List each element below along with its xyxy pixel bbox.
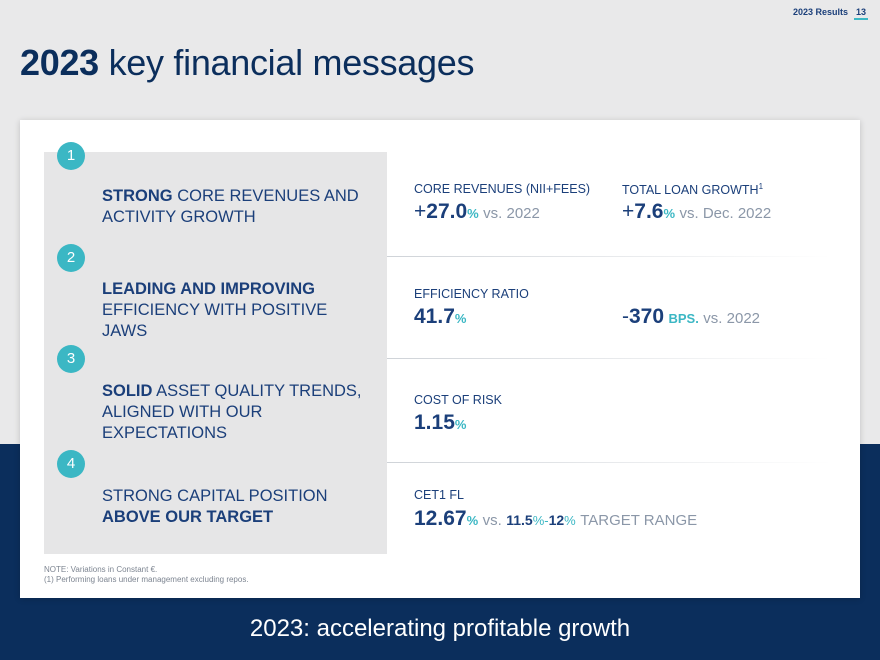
message-4-text: STRONG CAPITAL POSITION (102, 487, 328, 505)
efficiency-change-unit: BPS. (668, 311, 699, 326)
loan-growth-footnote: 1 (758, 182, 764, 191)
message-3: SOLID ASSET QUALITY TRENDS, ALIGNED WITH… (102, 381, 372, 444)
core-revenues-sign: + (414, 200, 427, 223)
core-revenues-unit: % (467, 206, 479, 221)
title-rest: key financial messages (108, 42, 475, 83)
footnote-1: (1) Performing loans under management ex… (44, 575, 249, 584)
page-title: 2023 key financial messages (20, 42, 474, 84)
loan-growth-value: +7.6% vs. Dec. 2022 (622, 200, 771, 224)
cet1-range-low-unit: % (532, 513, 545, 528)
efficiency-unit: % (454, 311, 467, 326)
efficiency-change-comparison: vs. 2022 (703, 310, 761, 327)
cet1-range-separator: - (544, 513, 549, 528)
step-badge-3: 3 (57, 345, 85, 373)
cet1-number: 12.67 (414, 507, 467, 530)
efficiency-change-number: 370 (629, 305, 665, 328)
message-4: STRONG CAPITAL POSITION ABOVE OUR TARGET (102, 486, 372, 528)
cet1-comparison: vs. (482, 512, 502, 529)
efficiency-change-sign: - (622, 305, 629, 328)
footer-tagline: 2023: accelerating profitable growth (249, 615, 631, 642)
messages-panel (44, 152, 387, 554)
row-divider-1 (387, 256, 831, 257)
step-badge-1: 1 (57, 142, 85, 170)
cet1-unit: % (466, 513, 479, 528)
message-1: STRONG CORE REVENUES AND ACTIVITY GROWTH (102, 186, 372, 228)
loan-growth-label: TOTAL LOAN GROWTH1 (622, 182, 763, 197)
loan-growth-sign: + (622, 200, 635, 223)
core-revenues-number: 27.0 (426, 200, 468, 223)
loan-growth-comparison: vs. Dec. 2022 (679, 205, 772, 222)
footnotes: NOTE: Variations in Constant €. (1) Perf… (44, 565, 249, 585)
efficiency-number: 41.7 (414, 305, 455, 328)
message-3-text: ASSET QUALITY TRENDS, ALIGNED WITH OUR E… (102, 382, 362, 442)
loan-growth-number: 7.6 (634, 200, 664, 223)
footnote-note: NOTE: Variations in Constant €. (44, 565, 158, 574)
message-1-bold: STRONG (102, 187, 173, 205)
loan-growth-label-text: TOTAL LOAN GROWTH (622, 183, 759, 198)
cet1-range-high: 12 (548, 512, 565, 528)
cet1-range-low: 11.5 (506, 512, 533, 528)
cet1-range-high-unit: % (564, 513, 576, 528)
core-revenues-value: +27.0% vs. 2022 (414, 200, 540, 224)
core-revenues-label: CORE REVENUES (NII+FEES) (414, 182, 591, 196)
page-number: 13 (853, 7, 868, 20)
step-badge-2: 2 (57, 244, 85, 272)
message-2-bold: LEADING AND IMPROVING (102, 280, 315, 298)
section-label: 2023 Results (792, 7, 848, 17)
cet1-value: 12.67% vs. 11.5%-12% TARGET RANGE (414, 507, 697, 531)
efficiency-value: 41.7% (414, 305, 466, 329)
cost-of-risk-unit: % (454, 417, 467, 432)
step-badge-4: 4 (57, 450, 85, 478)
cet1-range-label: TARGET RANGE (580, 512, 698, 529)
cost-of-risk-number: 1.15 (414, 411, 455, 434)
message-3-bold: SOLID (102, 382, 153, 400)
efficiency-label: EFFICIENCY RATIO (414, 287, 529, 301)
cet1-label: CET1 FL (414, 488, 465, 502)
cost-of-risk-label: COST OF RISK (414, 393, 502, 407)
message-2-text: EFFICIENCY WITH POSITIVE JAWS (102, 301, 328, 340)
row-divider-2 (387, 358, 831, 359)
core-revenues-comparison: vs. 2022 (483, 205, 540, 222)
title-year: 2023 (20, 42, 99, 83)
message-1-text: CORE REVENUES AND ACTIVITY GROWTH (102, 187, 359, 226)
content-card: 1 STRONG CORE REVENUES AND ACTIVITY GROW… (20, 120, 860, 598)
header-tag: 2023 Results 13 (793, 7, 868, 20)
message-4-bold: ABOVE OUR TARGET (102, 508, 274, 526)
message-2: LEADING AND IMPROVING EFFICIENCY WITH PO… (102, 279, 372, 342)
row-divider-3 (387, 462, 831, 463)
loan-growth-unit: % (663, 206, 676, 221)
cost-of-risk-value: 1.15% (414, 411, 466, 435)
efficiency-change-value: -370 BPS. vs. 2022 (622, 305, 760, 329)
